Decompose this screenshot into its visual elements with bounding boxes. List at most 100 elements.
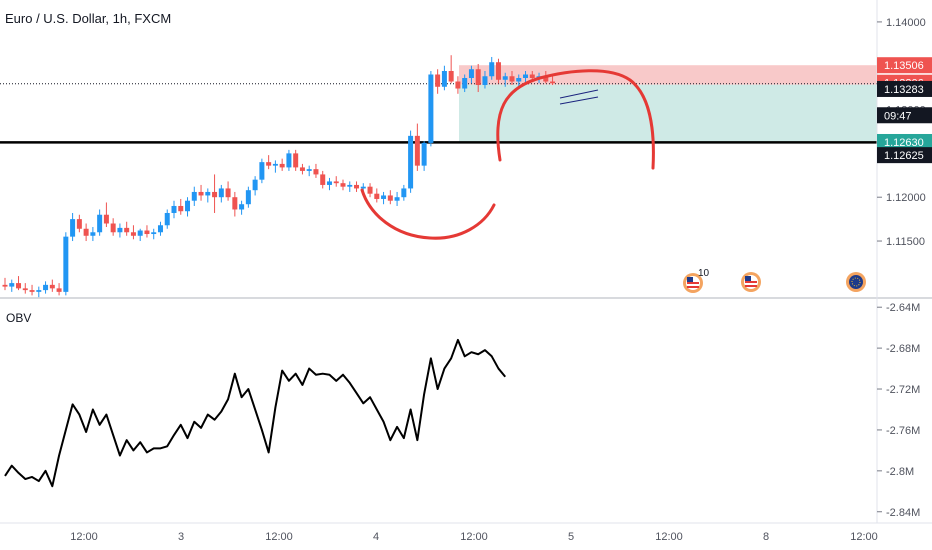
obv-line[interactable]	[4, 338, 507, 488]
candle-body[interactable]	[56, 288, 62, 292]
candle-body[interactable]	[313, 169, 319, 175]
candle-body[interactable]	[16, 283, 22, 289]
candle-body[interactable]	[299, 167, 305, 171]
candle-body[interactable]	[543, 76, 549, 82]
price-scale[interactable]: 1.140001.135001.130001.125001.120001.115…	[877, 17, 926, 248]
candle-body[interactable]	[157, 225, 163, 233]
candle-body[interactable]	[164, 212, 170, 226]
candle-body[interactable]	[320, 174, 326, 185]
candle-body[interactable]	[218, 188, 224, 198]
candle-body[interactable]	[495, 62, 501, 80]
candle-body[interactable]	[414, 135, 420, 166]
stop-loss-zone[interactable]	[459, 65, 877, 85]
time-tick-label: 8	[763, 531, 769, 543]
candle-body[interactable]	[29, 290, 35, 292]
candle-body[interactable]	[110, 223, 116, 233]
candle-body[interactable]	[448, 70, 454, 82]
candle-body[interactable]	[97, 214, 103, 233]
candle-body[interactable]	[239, 204, 245, 210]
candle-body[interactable]	[272, 163, 278, 166]
candle-body[interactable]	[441, 70, 447, 87]
candle-body[interactable]	[130, 232, 136, 236]
candle-body[interactable]	[70, 219, 76, 237]
time-scale[interactable]: 12:00 3 12:00 4 12:00 5 12:00 8 12:00	[70, 531, 878, 543]
candle-body[interactable]	[36, 290, 42, 292]
candle-body[interactable]	[171, 205, 177, 213]
candle-body[interactable]	[468, 69, 474, 79]
candle-body[interactable]	[326, 181, 332, 185]
candle-body[interactable]	[266, 162, 272, 166]
candle-body[interactable]	[178, 205, 184, 212]
price-tag-label: 1.13283	[884, 84, 924, 96]
candle-body[interactable]	[259, 162, 265, 180]
candle-body[interactable]	[340, 183, 346, 187]
candle-body[interactable]	[198, 191, 204, 196]
candle-body[interactable]	[252, 179, 258, 191]
candle-body[interactable]	[90, 232, 96, 236]
candle-body[interactable]	[374, 193, 380, 199]
candle-body[interactable]	[43, 284, 49, 291]
us-flag-event-icon[interactable]	[741, 272, 761, 292]
obv-scale[interactable]: -2.64M -2.68M -2.72M -2.76M -2.8M -2.84M	[877, 302, 920, 519]
candle-body[interactable]	[502, 76, 508, 80]
take-profit-zone[interactable]	[459, 84, 877, 142]
candle-body[interactable]	[428, 74, 434, 143]
candle-body[interactable]	[191, 191, 197, 201]
candle-body[interactable]	[245, 190, 251, 205]
candle-body[interactable]	[293, 153, 299, 168]
event-icons[interactable]: 10	[683, 268, 866, 293]
candle-body[interactable]	[144, 230, 150, 235]
candle-body[interactable]	[22, 288, 28, 291]
candle-body[interactable]	[9, 283, 15, 287]
candle-body[interactable]	[185, 200, 191, 212]
candle-body[interactable]	[408, 135, 414, 189]
candle-body[interactable]	[394, 197, 400, 201]
candle-body[interactable]	[279, 163, 285, 168]
candle-body[interactable]	[381, 195, 387, 199]
candle-body[interactable]	[435, 74, 441, 87]
candle-body[interactable]	[83, 228, 89, 236]
candle-body[interactable]	[516, 78, 522, 82]
pennant-lower-line	[559, 96, 599, 105]
candle-body[interactable]	[49, 284, 55, 289]
candle-body[interactable]	[354, 184, 360, 189]
obv-tick-label: -2.8M	[886, 466, 914, 478]
candle-body[interactable]	[360, 186, 366, 189]
candle-body[interactable]	[205, 191, 211, 196]
candle-body[interactable]	[482, 76, 488, 86]
candle-body[interactable]	[212, 191, 218, 198]
candle-body[interactable]	[421, 142, 427, 166]
candle-body[interactable]	[475, 69, 481, 86]
candle-body[interactable]	[232, 197, 238, 210]
candle-body[interactable]	[333, 181, 339, 184]
us-flag-event-icon[interactable]: 10	[683, 268, 710, 293]
eu-flag-event-icon[interactable]	[846, 272, 866, 292]
candle-body[interactable]	[225, 188, 231, 198]
candle-body[interactable]	[550, 81, 556, 84]
annotation-curve-dip	[360, 188, 496, 240]
candle-body[interactable]	[103, 214, 109, 224]
candle-body[interactable]	[509, 76, 515, 82]
chart-title: Euro / U.S. Dollar, 1h, FXCM	[5, 11, 171, 26]
candle-body[interactable]	[523, 74, 529, 79]
candle-body[interactable]	[401, 188, 407, 198]
candle-body[interactable]	[306, 169, 312, 171]
candle-body[interactable]	[124, 227, 130, 233]
price-pane[interactable]	[0, 55, 877, 298]
candle-body[interactable]	[137, 230, 143, 236]
candle-body[interactable]	[63, 236, 69, 292]
candle-body[interactable]	[489, 62, 495, 77]
price-tag-box	[877, 147, 932, 164]
obv-pane[interactable]	[4, 338, 507, 488]
candle-body[interactable]	[347, 184, 353, 187]
candle-body[interactable]	[387, 195, 393, 201]
candle-body[interactable]	[151, 232, 157, 235]
candle-body[interactable]	[455, 81, 461, 89]
candle-body[interactable]	[117, 227, 123, 233]
candle-body[interactable]	[2, 284, 8, 287]
candle-body[interactable]	[76, 219, 82, 229]
candle-body[interactable]	[529, 74, 535, 79]
candle-body[interactable]	[286, 153, 292, 168]
candle-body[interactable]	[462, 78, 468, 89]
candle-body[interactable]	[367, 186, 373, 194]
